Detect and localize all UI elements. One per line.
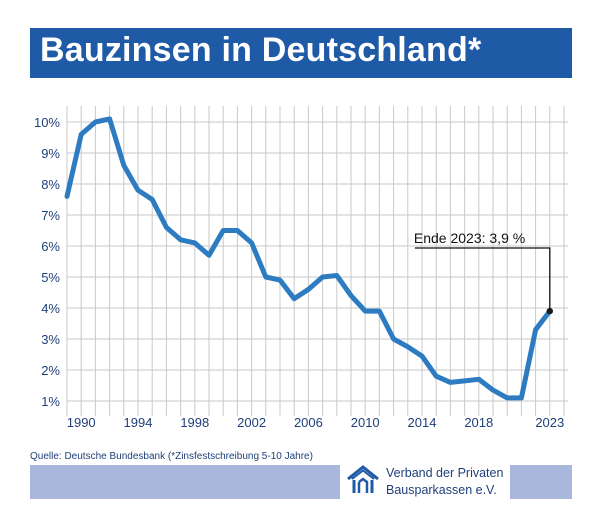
y-tick-label: 6% — [41, 239, 60, 254]
x-tick-label: 1998 — [180, 415, 209, 430]
title-bar: Bauzinsen in Deutschland* — [30, 28, 572, 78]
y-tick-label: 10% — [34, 115, 60, 130]
y-tick-label: 7% — [41, 208, 60, 223]
houses-logo-icon — [347, 465, 379, 493]
grid-lines — [66, 106, 568, 416]
annotation-leader-line — [414, 247, 551, 312]
series-group — [64, 116, 553, 401]
y-tick-label: 4% — [41, 301, 60, 316]
footer-logo-box — [340, 463, 510, 501]
y-tick-label: 8% — [41, 177, 60, 192]
logo-text-line1: Verband der Privaten — [386, 466, 504, 480]
x-tick-labels: 1990 1994 1998 2002 2006 2010 2014 2018 2023 — [67, 415, 565, 430]
x-tick-label: 2018 — [464, 415, 493, 430]
y-tick-label: 1% — [41, 394, 60, 409]
chart-title: Bauzinsen in Deutschland* — [40, 31, 482, 69]
x-tick-label: 1990 — [67, 415, 96, 430]
y-tick-label: 5% — [41, 270, 60, 285]
x-tick-label: 2014 — [408, 415, 437, 430]
x-tick-label: 2002 — [237, 415, 266, 430]
y-tick-label: 3% — [41, 332, 60, 347]
x-tick-label: 2006 — [294, 415, 323, 430]
y-tick-labels: 1% 2% 3% 4% 5% 6% 7% 8% 9% 10% — [34, 115, 60, 409]
annotation-group: Ende 2023: 3,9 % — [414, 230, 553, 315]
x-tick-label: 1994 — [124, 415, 153, 430]
annotation-label: Ende 2023: 3,9 % — [414, 230, 525, 246]
y-tick-label: 9% — [41, 146, 60, 161]
y-tick-label: 2% — [41, 363, 60, 378]
logo-text-line2: Bausparkassen e.V. — [386, 483, 497, 497]
x-tick-label: 2023 — [535, 415, 564, 430]
annotation-marker — [546, 307, 553, 315]
source-note: Quelle: Deutsche Bundesbank (*Zinsfestsc… — [30, 451, 313, 462]
x-tick-label: 2010 — [351, 415, 380, 430]
chart-panel: 1% 2% 3% 4% 5% 6% 7% 8% 9% 10% 1990 1994 1998 2002 20… — [30, 86, 572, 438]
chart-svg: 1% 2% 3% 4% 5% 6% 7% 8% 9% 10% 1990 1994 1998 2002 20… — [34, 106, 568, 430]
